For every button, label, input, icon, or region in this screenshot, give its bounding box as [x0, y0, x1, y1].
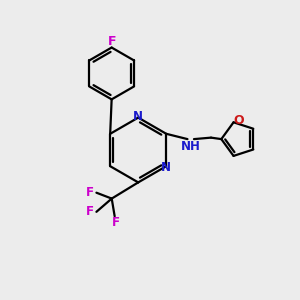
Text: F: F [86, 186, 94, 199]
Text: N: N [133, 110, 143, 123]
Text: F: F [107, 34, 116, 48]
Text: F: F [86, 205, 94, 218]
Text: N: N [161, 161, 171, 174]
Text: F: F [112, 216, 120, 229]
Text: O: O [233, 114, 244, 127]
Text: NH: NH [181, 140, 201, 153]
